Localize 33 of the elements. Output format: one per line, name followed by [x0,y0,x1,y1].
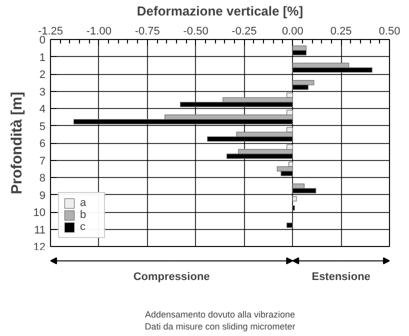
bar [180,102,293,108]
legend-label: a [80,197,88,209]
x-tick-label: 0.00 [282,26,304,38]
y-tick-label: 11 [34,224,46,236]
x-axis-title: Deformazione verticale [%] [136,4,304,18]
y-tick-label: 8 [39,172,46,184]
y-tick-label: 7 [39,155,46,168]
y-tick-label: 2 [39,69,46,81]
bar [280,170,293,176]
x-tick-label: 0.50 [378,26,400,38]
y-tick-label: 3 [39,86,46,98]
y-tick-label: 6 [39,138,46,150]
y-tick-label: 4 [39,104,46,116]
x-tick-label: -1.25 [38,26,64,38]
legend-label: c [80,221,86,233]
legend-label: b [80,209,88,221]
x-tick-label: -0.50 [183,26,208,38]
text: Compressione [133,271,210,284]
y-tick-label: 5 [39,120,46,133]
bar [292,196,297,202]
text: Dati da misure con sliding micrometer [144,321,296,332]
x-tick-label: -0.25 [232,26,257,38]
x-tick-label: -1.00 [86,26,112,38]
y-tick-label: 0 [39,34,46,46]
y-tick-label: 1 [39,52,46,64]
x-tick-label: -0.75 [134,26,160,38]
text: Estensione [312,271,370,284]
y-tick-label: 9 [39,190,46,202]
text: Addensamento dovuto alla vibrazione [144,309,296,320]
y-tick-label: 10 [33,207,46,219]
y-axis-title: Profondità [m] [8,92,26,194]
x-tick-label: 0.25 [330,26,352,38]
bar [207,136,293,142]
